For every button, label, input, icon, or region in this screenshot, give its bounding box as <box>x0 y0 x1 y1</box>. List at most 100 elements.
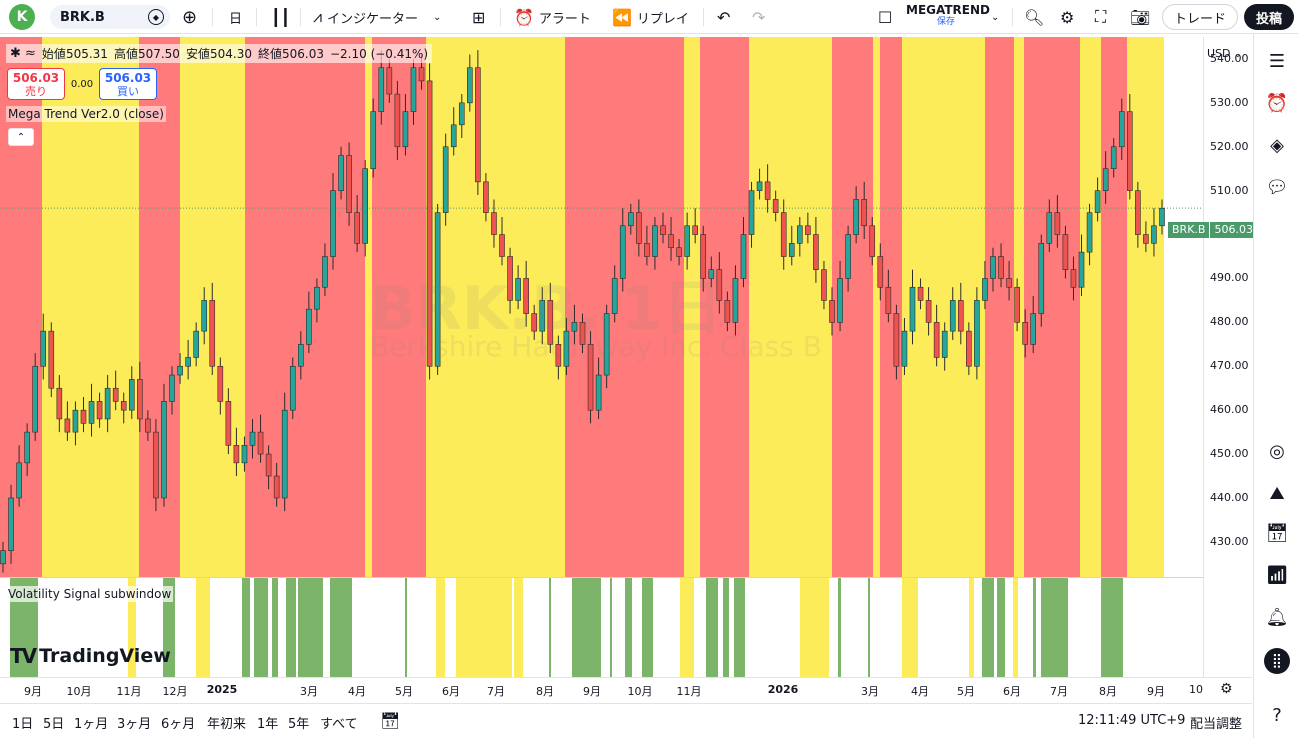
candle-body <box>257 431 264 455</box>
time-axis-label: 2025 <box>206 683 238 696</box>
sell-price: 506.03 <box>12 71 60 85</box>
candle-body <box>861 199 868 227</box>
price-axis[interactable]: 540.00530.00520.00510.00500.00490.00480.… <box>1203 37 1252 677</box>
range-button[interactable]: 3ヶ月 <box>117 717 152 732</box>
time-axis-label: 8月 <box>1099 685 1117 698</box>
chart-pane[interactable] <box>0 37 1252 677</box>
candle-body <box>491 212 497 235</box>
layout-name-button[interactable]: MEGATREND 保存 <box>906 4 990 28</box>
range-button[interactable]: 年初来 <box>207 717 247 732</box>
alerts-clock-icon[interactable]: ⏰ <box>1265 92 1289 114</box>
candle-body <box>193 330 199 358</box>
mountain-icon[interactable]: ⛰︎ <box>1269 482 1285 504</box>
candle-body <box>96 401 103 420</box>
candle-body <box>1159 207 1165 227</box>
redo-button[interactable]: ↷ <box>752 0 765 34</box>
candle-body <box>587 344 594 411</box>
clock[interactable]: 12:11:49 UTC+9 <box>1078 713 1186 728</box>
broadcast-icon[interactable]: 📶︎ <box>1265 564 1289 586</box>
currency-selector[interactable]: USD ⌄ <box>1207 47 1242 60</box>
volatility-signal-bar <box>298 578 323 677</box>
candle-body <box>724 300 731 323</box>
time-axis-label: 5月 <box>957 685 975 698</box>
time-axis-label: 6月 <box>442 685 460 698</box>
indicators-icon: ⩘ <box>313 7 323 26</box>
user-avatar[interactable]: K <box>9 4 35 30</box>
candle-body <box>1062 234 1069 270</box>
calendar-icon[interactable]: 📅︎ <box>1265 522 1289 544</box>
close-value: 終値506.03 <box>257 47 324 61</box>
chevron-up-icon: ⌃ <box>16 131 26 143</box>
range-button[interactable]: 1ヶ月 <box>74 717 109 732</box>
candle-body <box>306 308 312 345</box>
snapshot-button[interactable]: 📷︎ <box>1130 0 1150 34</box>
range-button[interactable]: 1年 <box>257 717 279 732</box>
range-button[interactable]: 5年 <box>288 717 310 732</box>
quick-search-button[interactable]: 🔍︎ <box>1024 0 1044 34</box>
settings-button[interactable]: ⚙ <box>1060 0 1074 34</box>
axis-settings-icon[interactable]: ⚙ <box>1220 681 1233 697</box>
volatility-signal-bar <box>868 578 870 677</box>
subwindow-legend[interactable]: Volatility Signal subwindow <box>6 586 174 602</box>
chevron-down-icon: ⌄ <box>991 11 1000 23</box>
tradingview-logo[interactable]: 𝗧𝗩 TradingView <box>10 644 171 668</box>
redo-icon: ↷ <box>752 7 766 27</box>
buy-button[interactable]: 506.03 買い <box>99 68 157 100</box>
apps-grid-icon[interactable]: ⣿ <box>1264 648 1290 674</box>
sell-button[interactable]: 506.03 売り <box>7 68 65 100</box>
volatility-warning-bar <box>196 578 210 677</box>
dividend-adjust-button[interactable]: 配当調整 <box>1190 717 1243 732</box>
candle-body <box>700 234 707 279</box>
time-axis[interactable]: 9月 10月 11月 12月 2025 3月 4月 5月 6月 7月 8月 9月 10月 11月 2026 3… <box>0 677 1252 701</box>
layout-menu-button[interactable]: ⌄ <box>991 0 999 34</box>
fullscreen-button[interactable]: ⛶ <box>1095 0 1106 34</box>
indicators-button[interactable]: ⩘ インジケーター ⌄ <box>313 0 441 34</box>
collapse-legend-button[interactable]: ⌃ <box>8 128 34 146</box>
price-chart[interactable] <box>0 37 1203 677</box>
range-button[interactable]: 1日 <box>12 717 34 732</box>
bell-icon[interactable]: 🔔︎ <box>1265 606 1289 628</box>
candle-body <box>732 278 739 323</box>
interval-button[interactable]: 日 <box>229 0 242 34</box>
candle-body <box>507 256 513 301</box>
bottom-toolbar: 📅︎ 12:11:49 UTC+9 配当調整 1日 5日 1ヶ月 3ヶ月 6ヶ月 年初来 1… <box>0 703 1252 738</box>
order-panel: 506.03 売り 0.00 506.03 買い <box>7 68 157 100</box>
candle-body <box>386 67 393 95</box>
replay-button[interactable]: ⏪ リプレイ <box>612 0 689 34</box>
candle-body <box>1014 286 1020 323</box>
candle-body <box>169 374 175 402</box>
candle-body <box>845 234 851 279</box>
candle-body <box>869 225 876 257</box>
volatility-signal-bar <box>163 578 175 677</box>
trade-button[interactable]: トレード <box>1162 4 1238 30</box>
post-button[interactable]: 投稿 <box>1244 4 1294 30</box>
help-icon[interactable]: ? <box>1272 704 1282 726</box>
range-button[interactable]: 5日 <box>43 717 65 732</box>
target-icon[interactable]: ◎ <box>1269 440 1285 462</box>
symbol-search-button[interactable]: BRK.B ◆ <box>50 5 170 29</box>
chart-type-button[interactable]: ┃┃ <box>271 0 290 34</box>
candle-body <box>426 80 433 367</box>
layout-toggle-button[interactable]: ☐ <box>878 0 892 34</box>
symbol-compare-icon[interactable]: ◆ <box>148 9 164 25</box>
indicator-legend[interactable]: Mega Trend Ver2.0 (close) <box>6 106 166 122</box>
candle-body <box>217 365 224 402</box>
bearish-band <box>139 37 180 577</box>
layout-templates-button[interactable]: ⊞ <box>472 0 485 34</box>
goto-date-icon[interactable]: 📅︎ <box>380 711 401 730</box>
volatility-warning-bar <box>1013 578 1018 677</box>
chat-icon[interactable]: 💬︎ <box>1265 176 1289 198</box>
volatility-signal-bar <box>610 578 612 677</box>
bullish-band <box>873 37 880 577</box>
candle-body <box>1022 322 1028 345</box>
layers-icon[interactable]: ◈ <box>1270 134 1284 156</box>
alert-button[interactable]: ⏰ アラート <box>514 0 591 34</box>
bearish-band <box>245 37 365 577</box>
bullish-band <box>1127 37 1164 577</box>
watchlist-icon[interactable]: ☰ <box>1268 50 1286 72</box>
add-symbol-button[interactable]: ⊕ <box>182 0 197 34</box>
indicator-icon[interactable]: ✱ ≈ <box>10 46 36 61</box>
range-button[interactable]: 6ヶ月 <box>161 717 196 732</box>
undo-button[interactable]: ↶ <box>717 0 730 34</box>
range-button[interactable]: すべて <box>320 717 358 732</box>
